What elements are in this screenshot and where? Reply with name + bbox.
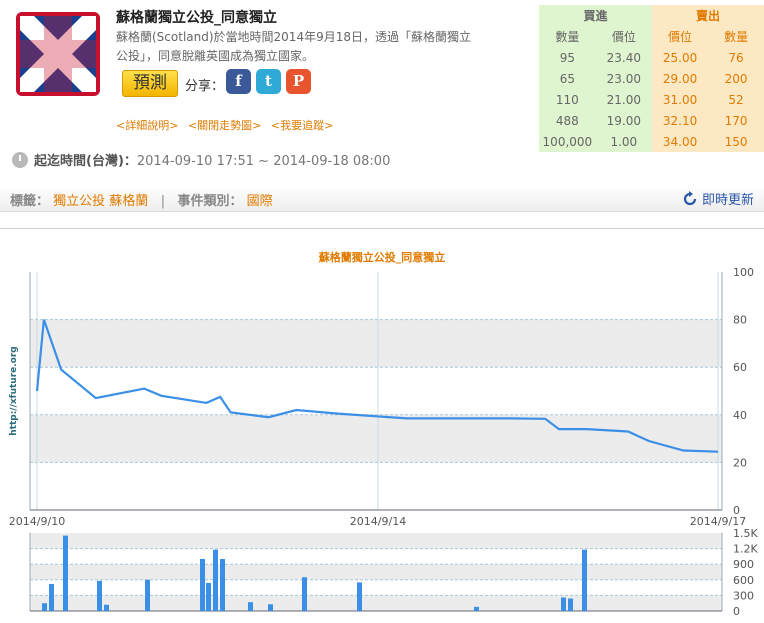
sell-qty[interactable]: 170 [708, 110, 764, 131]
buy-qty[interactable]: 65 [539, 68, 596, 89]
price-chart: 0 20 40 60 80 100 2014/9/10 2014/9/14 2014/9/17… [9, 266, 759, 618]
clock-icon [12, 152, 28, 168]
event-title: 蘇格蘭獨立公投_同意獨立 [116, 10, 277, 26]
category-label: 事件類別： [177, 194, 243, 209]
x-tick-label: 2014/9/10 [9, 515, 65, 528]
buy-price[interactable]: 23.00 [595, 68, 652, 89]
volume-bar [97, 580, 102, 611]
volume-bar [248, 602, 253, 611]
tag-info: 標籤： 獨立公投 蘇格蘭 | 事件類別： 國際 [10, 190, 273, 209]
description-line: 蘇格蘭(Scotland)於當地時間2014年9月18日，透過「蘇格蘭獨立 [116, 30, 471, 44]
volume-bar [268, 604, 273, 611]
plurk-icon[interactable]: P [286, 69, 311, 94]
volume-bar [49, 583, 54, 611]
sell-qty[interactable]: 150 [708, 131, 764, 152]
period-label: 起迄時間(台灣)： [34, 154, 137, 169]
price-series-line [35, 319, 719, 453]
volume-y-tick-label: 1.2K [733, 543, 758, 556]
volume-y-tick-label: 600 [733, 574, 754, 587]
table-row: 95 23.40 25.00 76 [539, 47, 764, 68]
volume-y-tick-label: 0 [733, 605, 740, 618]
volume-bar [63, 535, 68, 611]
event-links: <詳細說明> <關閉走勢圖> <我要追蹤> [116, 117, 339, 133]
facebook-icon[interactable]: f [226, 69, 251, 94]
scotland-flag-image [14, 10, 102, 98]
volume-bar [213, 549, 218, 611]
volume-bar [220, 559, 225, 611]
volume-bar [582, 549, 587, 611]
order-book: 買進 賣出 數量 價位 價位 數量 95 23.40 25.00 76 65 2… [539, 5, 764, 152]
sell-price[interactable]: 29.00 [651, 68, 709, 89]
tag-bar [0, 185, 764, 212]
sell-qty[interactable]: 200 [708, 68, 764, 89]
column-header: 數量 [539, 26, 596, 47]
volume-bar [357, 582, 362, 611]
buy-header: 買進 [539, 5, 652, 26]
table-row: 65 23.00 29.00 200 [539, 68, 764, 89]
x-tick-label: 2014/9/17 [690, 515, 746, 528]
tag-separator: | [160, 194, 166, 209]
column-header: 價位 [595, 26, 652, 47]
y-tick-label: 100 [733, 266, 754, 279]
sell-qty[interactable]: 76 [708, 47, 764, 68]
sell-price[interactable]: 31.00 [651, 89, 709, 110]
share-label: 分享： [185, 79, 225, 94]
buy-price[interactable]: 19.00 [595, 110, 652, 131]
details-link[interactable]: <詳細說明> [116, 119, 179, 132]
tag-values[interactable]: 獨立公投 蘇格蘭 [53, 194, 149, 209]
sell-price[interactable]: 34.00 [651, 131, 709, 152]
chart-title: 蘇格蘭獨立公投_同意獨立 [318, 251, 446, 264]
volume-bar [568, 598, 573, 611]
volume-bar [145, 579, 150, 611]
sell-price[interactable]: 32.10 [651, 110, 709, 131]
y-tick-label: 0 [733, 504, 740, 517]
predict-button[interactable]: 預測 [122, 70, 178, 97]
sell-qty[interactable]: 52 [708, 89, 764, 110]
category-value[interactable]: 國際 [246, 194, 273, 209]
event-logo [14, 10, 102, 98]
volume-bar [474, 606, 479, 611]
period-value: 2014-09-10 17:51 ~ 2014-09-18 08:00 [136, 154, 391, 169]
column-header: 價位 [651, 26, 709, 47]
buy-qty[interactable]: 110 [539, 89, 596, 110]
y-tick-label: 80 [733, 314, 747, 327]
volume-bar [302, 577, 307, 611]
y-axis-label: http://xfuture.org [9, 346, 19, 436]
y-tick-label: 20 [733, 456, 747, 469]
volume-bar [104, 604, 109, 611]
buy-price[interactable]: 23.40 [595, 47, 652, 68]
volume-bar [42, 603, 47, 611]
event-description: 蘇格蘭(Scotland)於當地時間2014年9月18日，透過「蘇格蘭獨立 公投… [116, 28, 526, 66]
column-header: 數量 [708, 26, 764, 47]
buy-price[interactable]: 21.00 [595, 89, 652, 110]
buy-qty[interactable]: 95 [539, 47, 596, 68]
refresh-button[interactable]: 即時更新 [682, 189, 754, 208]
twitter-icon[interactable]: t [256, 69, 281, 94]
table-row: 100,000 1.00 34.00 150 [539, 131, 764, 152]
refresh-icon [683, 191, 697, 206]
period: 起迄時間(台灣)：2014-09-10 17:51 ~ 2014-09-18 0… [12, 150, 390, 169]
volume-bar [206, 582, 211, 611]
divider [0, 228, 764, 229]
buy-qty[interactable]: 100,000 [539, 131, 596, 152]
volume-y-tick-label: 300 [733, 589, 754, 602]
y-tick-label: 60 [733, 361, 747, 374]
x-tick-label: 2014/9/14 [350, 515, 406, 528]
sell-header: 賣出 [651, 5, 764, 26]
y-tick-label: 40 [733, 409, 747, 422]
tag-label: 標籤： [10, 194, 50, 209]
buy-price[interactable]: 1.00 [595, 131, 652, 152]
buy-qty[interactable]: 488 [539, 110, 596, 131]
volume-y-tick-label: 900 [733, 558, 754, 571]
description-line: 公投」，同意脫離英國成為獨立國家。 [116, 49, 315, 63]
volume-y-tick-label: 1.5K [733, 527, 758, 540]
follow-link[interactable]: <我要追蹤> [270, 119, 334, 132]
volume-bar [561, 597, 566, 611]
sell-price[interactable]: 25.00 [651, 47, 709, 68]
close-chart-link[interactable]: <關閉走勢圖> [187, 119, 262, 132]
table-row: 110 21.00 31.00 52 [539, 89, 764, 110]
volume-bar [200, 559, 205, 611]
refresh-label: 即時更新 [702, 193, 755, 208]
table-row: 488 19.00 32.10 170 [539, 110, 764, 131]
